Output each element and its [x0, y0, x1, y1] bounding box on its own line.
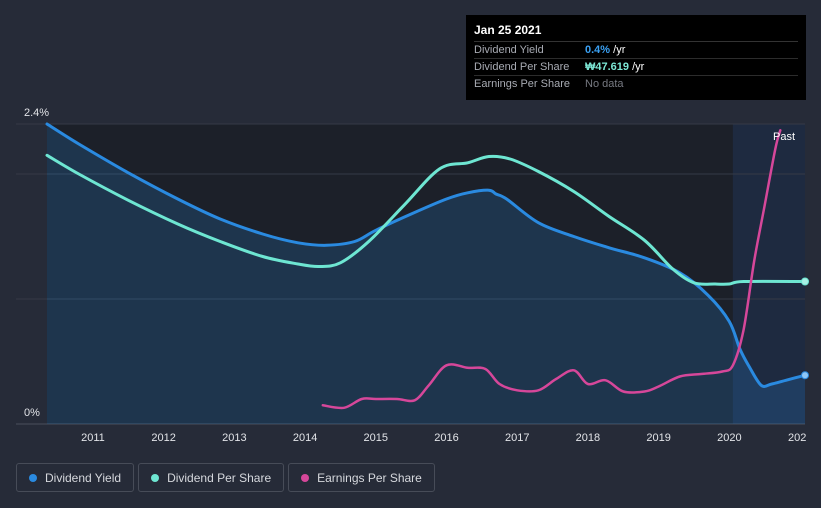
x-tick-label: 2011 [81, 432, 105, 444]
series-line-dividend-per-share [45, 153, 807, 286]
tooltip-label: Dividend Per Share [474, 61, 570, 73]
legend-dot-icon [29, 473, 37, 482]
end-marker-dividend-per-share [801, 277, 809, 286]
x-tick-label: 2017 [505, 432, 529, 444]
legend-label: Dividend Per Share [167, 470, 272, 485]
end-marker-dividend-yield [801, 371, 809, 380]
legend: Dividend Yield Dividend Per Share Earnin… [16, 463, 435, 492]
x-tick-label: 2015 [364, 432, 388, 444]
series-line-earnings-per-share [321, 129, 782, 410]
legend-dot-icon [151, 473, 160, 482]
tooltip-panel: Jan 25 2021 Dividend Yield 0.4% /yr Divi… [466, 15, 806, 100]
tooltip-row-dividend-per-share: Dividend Per Share ₩47.619 /yr [474, 59, 798, 76]
tooltip-row-dividend-yield: Dividend Yield 0.4% /yr [474, 42, 798, 59]
tooltip-label: Dividend Yield [474, 44, 544, 56]
legend-dot-icon [301, 473, 310, 482]
y-tick-label-top: 2.4% [24, 107, 49, 119]
gridlines [16, 123, 805, 425]
x-tick-label: 2013 [222, 432, 246, 444]
legend-item-dividend-yield[interactable]: Dividend Yield [16, 463, 135, 492]
tooltip-unit: /yr [629, 61, 645, 73]
past-label: Past [773, 131, 795, 143]
x-tick-label: 2016 [434, 432, 458, 444]
legend-item-earnings-per-share[interactable]: Earnings Per Share [288, 463, 435, 492]
x-tick-label: 2020 [717, 432, 741, 444]
tooltip-date: Jan 25 2021 [474, 21, 798, 42]
x-tick-label: 2014 [293, 432, 317, 444]
x-axis-labels: 2011 2012 2013 2014 2015 2016 2017 2018 2019 2020… [81, 432, 806, 444]
x-tick-label: 2019 [646, 432, 670, 444]
legend-item-dividend-per-share[interactable]: Dividend Per Share [138, 463, 285, 492]
tooltip-row-earnings-per-share: Earnings Per Share No data [474, 76, 798, 92]
end-markers [801, 277, 809, 380]
dividend-yield-area [47, 124, 805, 424]
legend-label: Dividend Yield [45, 470, 122, 485]
x-tick-label: 202 [788, 432, 806, 444]
x-tick-label: 2018 [576, 432, 600, 444]
tooltip-value: ₩47.619 [585, 61, 630, 73]
legend-label: Earnings Per Share [317, 470, 422, 485]
tooltip-label: Earnings Per Share [474, 78, 570, 90]
x-tick-label: 2012 [151, 432, 175, 444]
tooltip-unit: /yr [610, 44, 626, 56]
series-line-dividend-yield [45, 122, 807, 388]
tooltip-value: 0.4% [585, 44, 611, 56]
tooltip-value: No data [585, 78, 624, 90]
series-lines [45, 122, 807, 410]
y-tick-label-bottom: 0% [24, 407, 40, 419]
